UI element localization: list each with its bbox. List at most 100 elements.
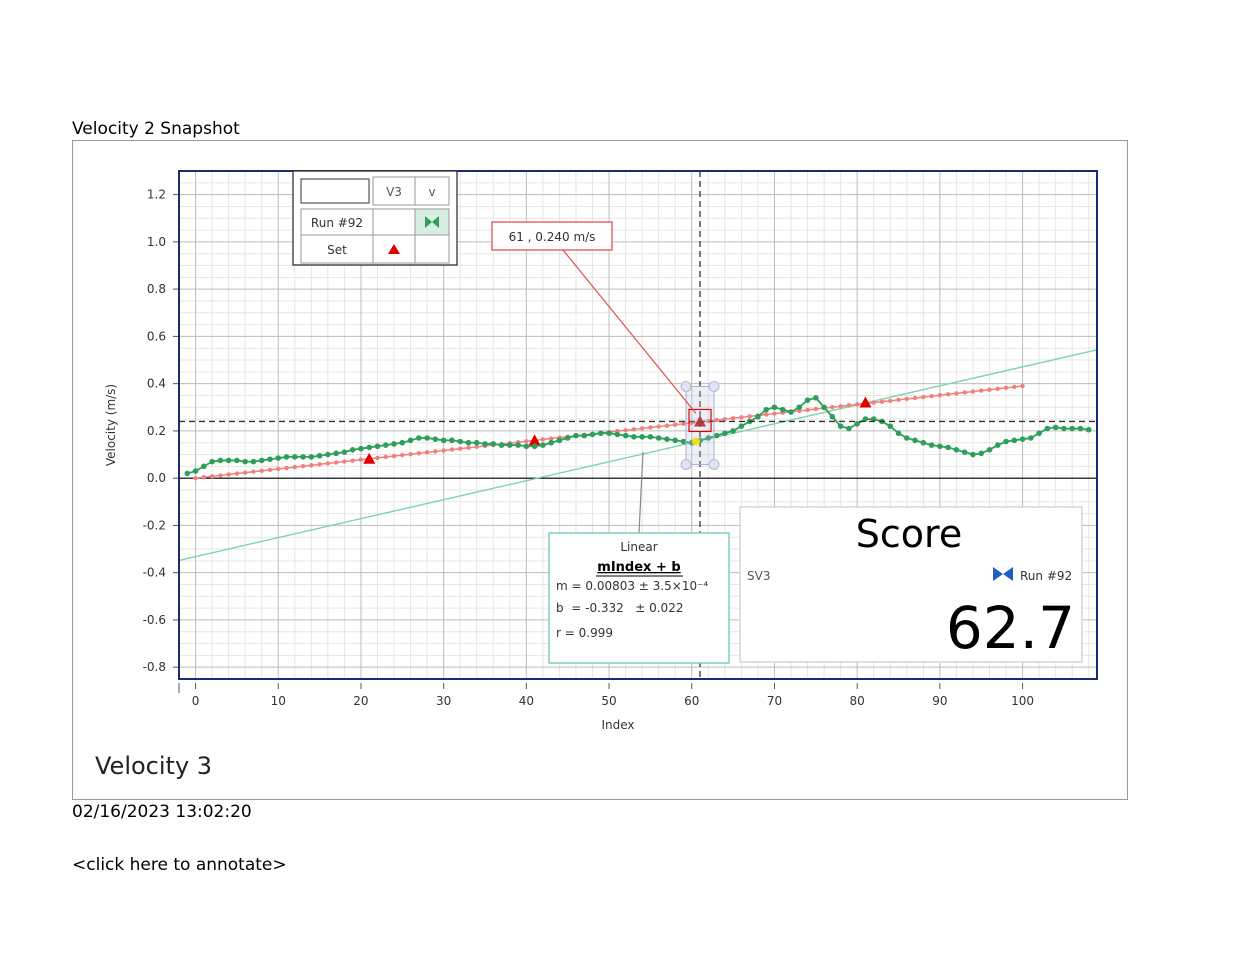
- set-point: [433, 449, 438, 454]
- run-point: [1011, 437, 1018, 444]
- run-point: [614, 431, 621, 438]
- score-sensor-label: SV3: [747, 569, 770, 583]
- set-point: [408, 452, 413, 457]
- run-point: [846, 425, 852, 432]
- set-point: [954, 391, 959, 396]
- x-tick-label: 40: [519, 694, 534, 708]
- set-point: [309, 463, 314, 468]
- run-point: [424, 435, 430, 441]
- selected-point-box: [688, 408, 712, 433]
- score-title: Score: [856, 512, 962, 556]
- run-point: [449, 437, 455, 444]
- set-point: [1020, 383, 1025, 389]
- run-point: [250, 458, 257, 465]
- legend-run-v3-cell[interactable]: [372, 208, 416, 236]
- set-point: [375, 455, 380, 461]
- set-point: [267, 467, 273, 473]
- y-tick-label: -0.8: [143, 660, 166, 674]
- set-point: [995, 386, 1000, 391]
- selection-handle: [708, 380, 720, 392]
- run-point: [672, 437, 679, 444]
- run-point: [184, 470, 191, 477]
- legend-table[interactable]: V3 v Run #92 Set: [292, 170, 458, 266]
- set-point: [929, 393, 934, 399]
- set-marker: [528, 434, 541, 446]
- set-point: [838, 404, 843, 409]
- legend-row-run: Run #92: [311, 216, 363, 230]
- x-tick-label: 30: [436, 694, 451, 708]
- set-point: [854, 402, 860, 407]
- run-point: [788, 409, 794, 415]
- score-run-label: Run #92: [1020, 569, 1072, 583]
- y-tick-label: 0.2: [147, 424, 166, 438]
- set-point: [639, 426, 645, 431]
- set-series-icon: [388, 244, 400, 254]
- run-point: [821, 404, 827, 411]
- run-point: [903, 435, 910, 441]
- run-point: [366, 444, 373, 451]
- cursor-tooltip[interactable]: 61 , 0.240 m/s: [491, 221, 613, 251]
- set-point: [813, 406, 819, 412]
- run-point: [796, 404, 803, 411]
- set-point: [342, 459, 347, 464]
- run-point: [813, 395, 819, 401]
- run-point: [242, 458, 248, 465]
- score-value: 62.7: [946, 594, 1075, 662]
- set-point: [962, 390, 967, 395]
- run-point: [267, 456, 273, 463]
- linear-fit-box[interactable]: Linear mIndex + b m = 0.00803 ± 3.5×10⁻⁴…: [548, 532, 730, 664]
- run-point: [945, 444, 951, 451]
- cursor-tooltip-text: 61 , 0.240 m/s: [509, 230, 596, 244]
- set-point: [937, 393, 943, 398]
- set-point: [416, 451, 422, 456]
- set-point: [739, 415, 744, 420]
- run-point: [399, 439, 406, 446]
- run-point: [1003, 438, 1009, 445]
- set-point: [300, 463, 306, 469]
- set-point: [970, 389, 976, 394]
- run-point: [275, 455, 282, 461]
- legend-col-v3: V3: [386, 185, 402, 199]
- legend-blank-cell[interactable]: [300, 178, 370, 204]
- run-point: [209, 458, 215, 465]
- run-point: [382, 442, 389, 448]
- run-point: [1044, 425, 1051, 432]
- set-point: [623, 428, 628, 433]
- run-point: [349, 447, 356, 453]
- score-box[interactable]: Score SV3 Run #92 62.7: [739, 506, 1083, 663]
- selection-handle: [708, 458, 720, 470]
- run-point: [713, 432, 720, 439]
- run-point: [217, 457, 224, 464]
- run-point: [738, 423, 745, 429]
- run-point: [1085, 426, 1092, 433]
- set-point: [912, 395, 918, 401]
- y-axis-ticks: 1.2 1.0 0.8 0.6 0.4 0.2 0.0 -0.2 -0.4 -0.6 -0.8: [143, 188, 178, 674]
- run-bowtie-icon: [993, 567, 1013, 581]
- annotate-link[interactable]: <click here to annotate>: [72, 855, 287, 875]
- run-point: [1019, 436, 1026, 442]
- set-point: [358, 457, 364, 462]
- snapshot-title: Velocity 2 Snapshot: [72, 119, 240, 139]
- run-point: [457, 438, 463, 445]
- run-point: [1052, 424, 1059, 431]
- run-point: [432, 436, 439, 442]
- selection-handle: [680, 458, 692, 470]
- set-point: [706, 418, 711, 424]
- set-marker: [363, 452, 376, 464]
- fit-r-line: r = 0.999: [556, 626, 613, 640]
- run-point: [490, 441, 497, 447]
- run-point: [1077, 425, 1084, 432]
- run-point: [283, 454, 290, 460]
- run-point: [970, 451, 976, 458]
- y-tick-label: 1.0: [147, 235, 166, 249]
- set-point: [763, 412, 769, 417]
- x-tick-label: 10: [271, 694, 286, 708]
- velocity-chart[interactable]: 0 10 20 30 40 50 60 70 80 90 100 1.2 1.0 0.8 0.6 0.4 0.…: [73, 141, 1127, 799]
- fit-m-line: m = 0.00803 ± 3.5×10⁻⁴: [556, 579, 708, 593]
- run-point: [473, 439, 480, 446]
- set-point: [805, 407, 810, 413]
- run-point: [589, 431, 596, 438]
- run-point: [961, 449, 968, 455]
- set-point: [979, 388, 984, 393]
- x-tick-label: 70: [767, 694, 782, 708]
